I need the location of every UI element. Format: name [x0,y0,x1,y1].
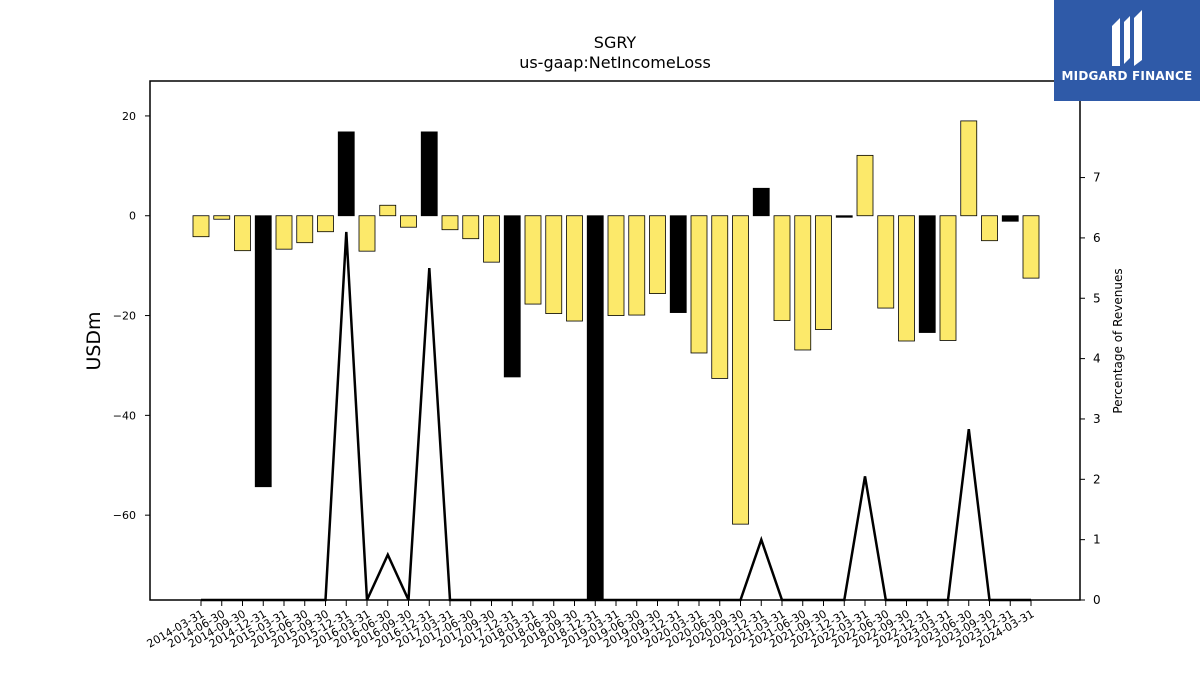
y-tick-label: −40 [113,409,136,422]
y2-tick-label: 0 [1093,593,1101,607]
bar [462,215,480,240]
bar [815,215,832,330]
bar [275,215,293,250]
bar [1022,215,1040,279]
bar [441,215,459,231]
y2-tick-label: 4 [1093,352,1101,366]
y-axis-label: USDm [83,311,105,370]
bar [358,215,376,252]
y-tick-label: 0 [129,210,136,223]
y-tick-label: −20 [113,310,136,323]
bar [628,215,646,316]
bar [566,215,583,322]
y-tick-label: −60 [113,509,136,522]
bar [711,215,729,379]
y2-tick-label: 2 [1093,472,1101,486]
bar [960,120,978,217]
bar [524,215,542,305]
bar [773,215,791,321]
bar [254,215,272,488]
bar [794,215,812,351]
brand-name: MIDGARD FINANCE [1061,69,1193,83]
bar [545,215,563,314]
bar [337,131,355,217]
bar [400,215,417,228]
chart-title: SGRY [594,33,637,52]
brand-mark-icon [1112,10,1142,66]
y2-tick-label: 3 [1093,412,1101,426]
y2-tick-label: 1 [1093,533,1101,547]
bar [835,215,853,218]
bar [898,215,915,342]
bar [752,187,770,217]
bar [234,215,251,252]
y2-tick-label: 6 [1093,231,1101,245]
y2-tick-label: 7 [1093,171,1101,185]
bar [420,131,438,217]
bar [379,204,397,217]
bar [918,215,936,333]
plot-frame [149,80,1081,601]
y-tick-label: 20 [122,110,136,123]
bar [317,215,334,233]
bar [649,215,666,294]
bar [483,215,500,263]
bar [669,215,687,313]
bar [607,215,625,316]
bar [690,215,708,354]
bar [192,215,210,238]
y2-axis-label: Percentage of Revenues [1111,268,1125,413]
bar [1001,215,1019,222]
bar [503,215,521,378]
bar [213,215,231,220]
bar [296,215,314,244]
bar [586,215,604,601]
bar [732,215,749,525]
bar [981,215,998,242]
chart-subtitle: us-gaap:NetIncomeLoss [519,53,711,72]
y2-tick-label: 5 [1093,291,1101,305]
brand-logo: MIDGARD FINANCE [1054,0,1200,101]
bar [877,215,895,309]
bar [939,215,957,341]
bar [856,154,874,217]
